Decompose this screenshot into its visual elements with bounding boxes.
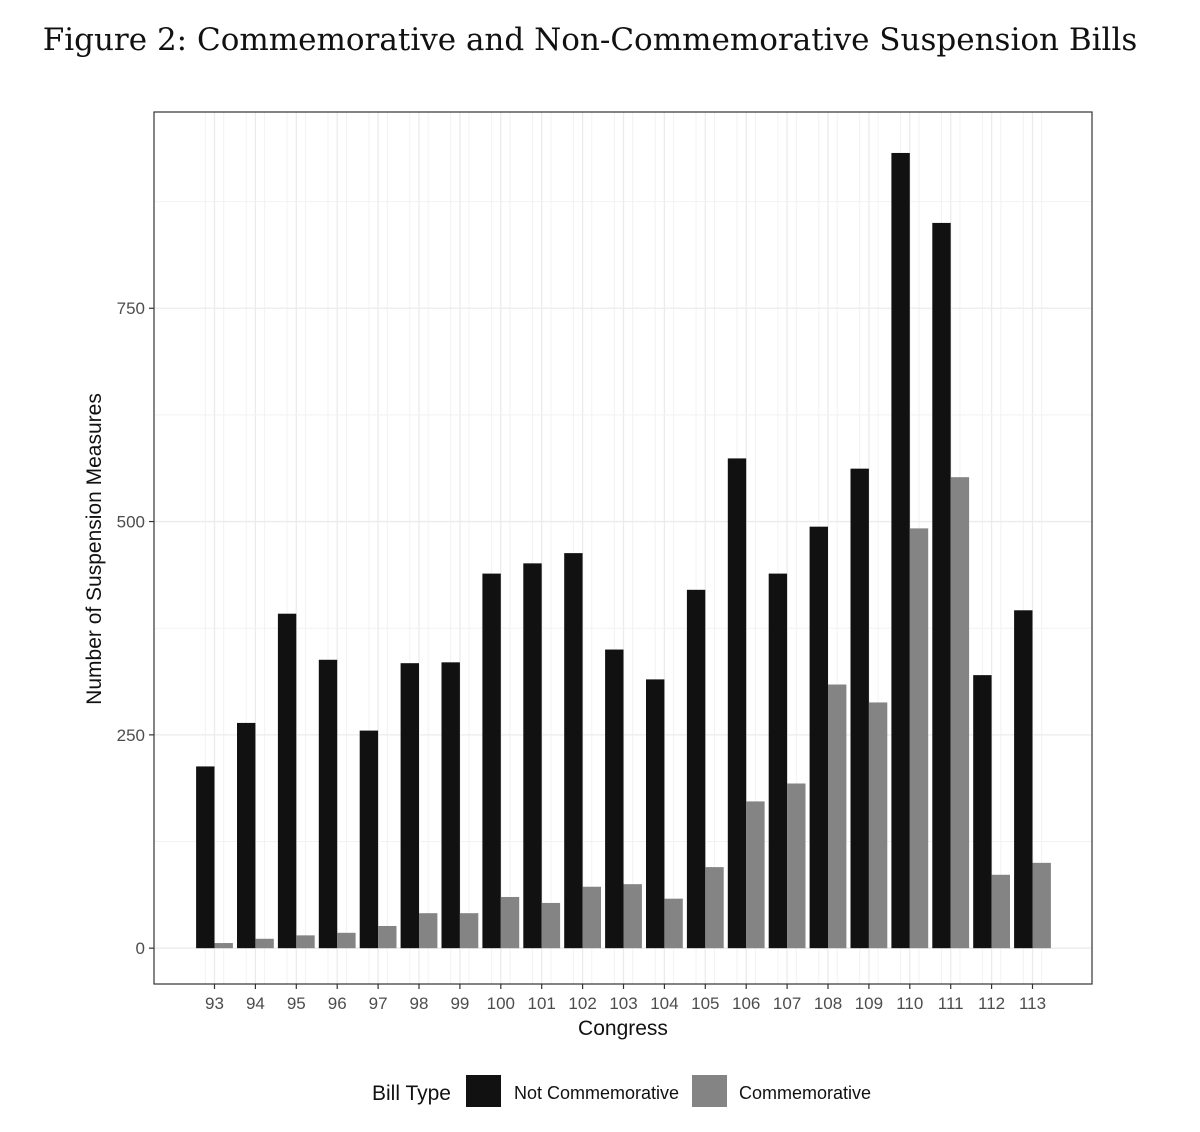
x-tick-label: 93	[205, 994, 224, 1013]
bar-commemorative-112	[991, 874, 1010, 949]
x-tick-label: 98	[410, 994, 429, 1013]
bar-commemorative-110	[909, 528, 929, 949]
bar-not-commemorative-113	[1014, 610, 1033, 949]
bar-not-commemorative-102	[564, 553, 583, 949]
bar-commemorative-102	[582, 886, 601, 949]
x-tick-label: 108	[814, 994, 842, 1013]
legend: Bill Type Not Commemorative Commemorativ…	[372, 1075, 871, 1107]
bar-commemorative-100	[500, 896, 520, 949]
bar-commemorative-103	[623, 884, 642, 949]
bar-not-commemorative-106	[727, 458, 747, 949]
bar-commemorative-104	[664, 898, 683, 949]
legend-title: Bill Type	[372, 1082, 451, 1105]
x-tick-label: 102	[568, 994, 596, 1013]
x-tick-label: 96	[328, 994, 347, 1013]
bar-not-commemorative-101	[523, 563, 542, 949]
bar-commemorative-101	[541, 902, 561, 949]
bar-not-commemorative-111	[932, 222, 951, 949]
bar-not-commemorative-103	[605, 649, 624, 949]
x-tick-label: 97	[369, 994, 388, 1013]
bar-not-commemorative-107	[768, 573, 788, 949]
x-tick-label: 103	[609, 994, 637, 1013]
x-tick-label: 110	[896, 994, 923, 1013]
legend-label-commemorative: Commemorative	[739, 1083, 871, 1103]
bar-commemorative-95	[296, 935, 315, 949]
x-tick-label: 94	[246, 994, 265, 1013]
y-tick-label: 500	[117, 513, 145, 532]
x-tick-label: 106	[732, 994, 760, 1013]
bar-commemorative-109	[868, 702, 888, 949]
bar-commemorative-96	[337, 932, 356, 949]
x-tick-label: 104	[650, 994, 678, 1013]
bar-not-commemorative-100	[482, 573, 501, 949]
x-tick-label: 109	[855, 994, 883, 1013]
bar-not-commemorative-105	[686, 589, 706, 949]
bars-group	[196, 152, 1051, 949]
axes-group: 93 94 95 96 97 98 99 100 101 102 103 104 105 106 107 10…	[117, 299, 1046, 1013]
bar-not-commemorative-95	[277, 613, 297, 949]
bar-not-commemorative-96	[318, 659, 338, 949]
bar-commemorative-111	[950, 477, 970, 949]
bar-commemorative-107	[787, 783, 806, 949]
x-tick-label: 107	[773, 994, 801, 1013]
bar-commemorative-98	[419, 913, 438, 949]
x-tick-label: 112	[978, 994, 1005, 1013]
y-tick-label: 0	[136, 939, 145, 958]
bar-not-commemorative-110	[891, 152, 910, 949]
figure-title: Figure 2: Commemorative and Non-Commemor…	[42, 22, 1138, 58]
bar-not-commemorative-109	[850, 468, 869, 949]
legend-label-not-commemorative: Not Commemorative	[514, 1083, 679, 1103]
y-axis-title: Number of Suspension Measures	[83, 393, 106, 705]
bar-not-commemorative-99	[441, 662, 460, 949]
bar-commemorative-93	[214, 943, 233, 949]
bar-commemorative-113	[1032, 862, 1051, 949]
bar-not-commemorative-98	[400, 663, 419, 949]
y-tick-label: 750	[117, 299, 145, 318]
x-tick-label: 105	[691, 994, 719, 1013]
bar-not-commemorative-112	[973, 675, 992, 949]
bar-not-commemorative-94	[237, 722, 256, 949]
bar-not-commemorative-97	[359, 730, 379, 949]
legend-swatch-commemorative	[692, 1075, 727, 1107]
y-tick-label: 250	[117, 726, 145, 745]
x-axis-title: Congress	[578, 1017, 668, 1040]
bar-commemorative-94	[255, 938, 274, 949]
bar-commemorative-99	[459, 913, 479, 949]
x-tick-label: 101	[528, 994, 556, 1013]
x-tick-label: 100	[487, 994, 515, 1013]
legend-swatch-not-commemorative	[466, 1075, 501, 1107]
x-tick-label: 113	[1019, 994, 1046, 1013]
bar-not-commemorative-93	[196, 766, 215, 949]
x-tick-label: 99	[450, 994, 469, 1013]
bar-commemorative-108	[828, 684, 847, 949]
x-tick-label: 111	[938, 994, 964, 1013]
bar-not-commemorative-108	[809, 526, 828, 949]
bar-commemorative-105	[705, 867, 724, 949]
bar-not-commemorative-104	[646, 679, 665, 949]
bar-commemorative-106	[746, 801, 765, 949]
bar-commemorative-97	[378, 925, 397, 949]
x-tick-label: 95	[287, 994, 306, 1013]
